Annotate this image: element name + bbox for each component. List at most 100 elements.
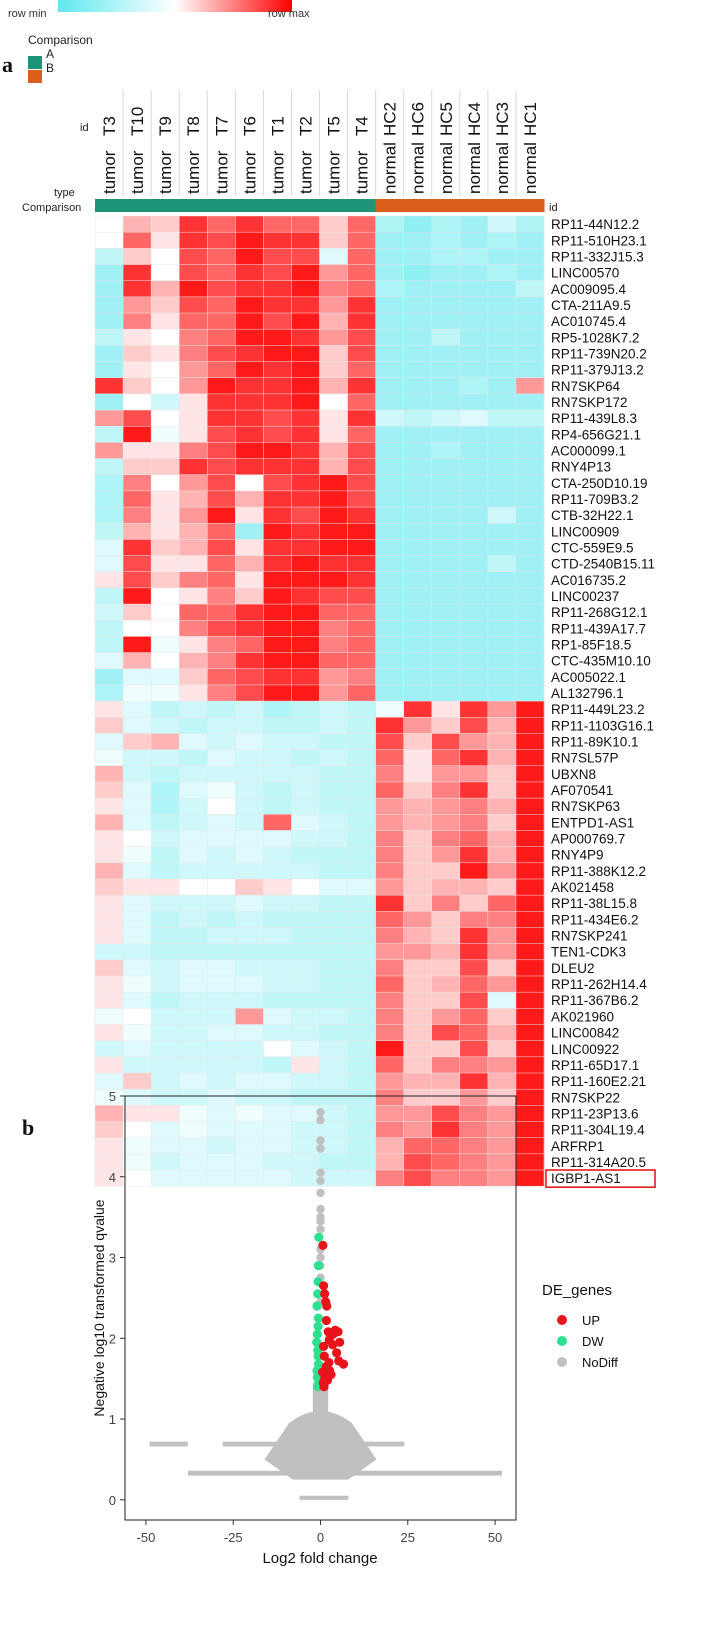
heatmap-cell — [235, 911, 264, 928]
heatmap-cell — [459, 943, 489, 961]
heatmap-cell — [179, 1105, 208, 1122]
y-tick-label: 3 — [109, 1251, 116, 1266]
heatmap-cell — [291, 442, 320, 459]
heatmap-cell — [123, 490, 152, 508]
up-point — [320, 1289, 330, 1299]
row-label: AL132796.1 — [551, 686, 624, 701]
highlight-box — [545, 1169, 656, 1189]
x-axis: -50 -25 0 25 50 — [137, 1520, 502, 1545]
heatmap-cell — [515, 296, 545, 314]
heatmap-cell — [515, 555, 545, 573]
heatmap-cell — [375, 442, 404, 459]
heatmap-cell — [403, 248, 433, 265]
heatmap-cell — [235, 717, 264, 734]
column-id-label: T6 — [240, 116, 259, 136]
heatmap-cell — [151, 1137, 180, 1155]
heatmap-cell — [431, 765, 461, 783]
column-id-label: HC6 — [409, 102, 428, 136]
comparison-cell — [123, 199, 152, 212]
heatmap-cell — [263, 992, 292, 1009]
nodiff-point — [316, 1217, 325, 1226]
heatmap-cell — [235, 878, 264, 896]
heatmap-cell — [263, 1170, 292, 1187]
heatmap-cell — [95, 216, 124, 233]
heatmap-cell — [207, 232, 236, 249]
heatmap-cell — [319, 523, 348, 540]
heatmap-cell — [235, 313, 264, 330]
heatmap-cell — [431, 232, 461, 249]
heatmap-cell — [291, 975, 320, 993]
heatmap-cell — [263, 587, 292, 605]
heatmap-cell — [123, 684, 152, 702]
heatmap-cell — [207, 313, 236, 330]
heatmap-cell — [347, 717, 376, 734]
heatmap-cell — [319, 410, 348, 427]
heatmap-cell — [291, 280, 320, 298]
heatmap-cell — [123, 814, 152, 831]
heatmap-cell — [263, 1137, 292, 1155]
heatmap-cells — [94, 215, 545, 1187]
heatmap-cell — [459, 377, 489, 395]
heatmap-cell — [319, 943, 348, 961]
heatmap-cell — [375, 620, 404, 637]
heatmap-cell — [123, 992, 152, 1009]
heatmap-cell — [319, 313, 348, 330]
heatmap-cell — [179, 410, 208, 427]
heatmap-cell — [431, 717, 461, 734]
heatmap-cell — [487, 345, 517, 362]
heatmap-cell — [319, 490, 348, 508]
heatmap-cell — [403, 1056, 433, 1074]
heatmap-cell — [431, 636, 461, 653]
heatmap-cell — [291, 474, 320, 492]
heatmap-cell — [95, 232, 124, 249]
heatmap-cell — [347, 393, 376, 411]
heatmap-cell — [319, 474, 348, 492]
panel-label-b: b — [22, 1115, 34, 1140]
heatmap-cell — [459, 474, 489, 492]
heatmap-cell — [403, 587, 433, 605]
row-label: LINC00909 — [551, 524, 619, 539]
heatmap-cell — [375, 296, 404, 314]
heatmap-cell — [403, 701, 433, 718]
heatmap-cell — [179, 959, 208, 977]
heatmap-cell — [95, 313, 124, 330]
heatmap-cell — [151, 426, 180, 443]
nodiff-band — [149, 1441, 188, 1447]
heatmap-cell — [263, 1153, 292, 1171]
heatmap-cell — [123, 749, 152, 767]
heatmap-cell — [487, 393, 517, 411]
comparison-cell — [319, 199, 349, 212]
heatmap-cell — [235, 1040, 264, 1058]
heatmap-cell — [403, 814, 433, 831]
nodiff-point — [316, 1176, 325, 1186]
column-type-label: normal — [465, 142, 484, 194]
heatmap-cell — [487, 1137, 517, 1155]
heatmap-cell — [291, 992, 320, 1009]
column-type-label: tumor — [156, 150, 175, 194]
heatmap-cell — [375, 781, 404, 799]
heatmap-cell — [179, 232, 208, 249]
heatmap-cell — [291, 313, 320, 330]
heatmap-cell — [263, 620, 292, 637]
heatmap-cell — [291, 426, 320, 443]
heatmap-cell — [487, 377, 517, 395]
heatmap-cell — [207, 507, 236, 524]
row-label: RP11-268G12.1 — [551, 605, 648, 620]
heatmap-cell — [347, 555, 376, 573]
heatmap-cell — [207, 361, 236, 378]
column-id-label: T5 — [325, 116, 344, 136]
heatmap-cell — [347, 539, 376, 556]
heatmap-cell — [431, 975, 461, 993]
row-label: RN7SKP172 — [551, 395, 628, 410]
heatmap-cell — [431, 458, 461, 476]
row-label: RP1-85F18.5 — [551, 638, 631, 653]
heatmap-cell — [263, 733, 292, 750]
row-label: AK021458 — [551, 880, 614, 895]
heatmap-cell — [431, 1089, 461, 1106]
heatmap-cell — [291, 1137, 320, 1155]
heatmap-cell — [319, 765, 348, 783]
heatmap-cell — [319, 442, 348, 459]
column-type-label: tumor — [184, 150, 203, 194]
heatmap-cell — [375, 232, 404, 249]
heatmap-cell — [95, 264, 124, 281]
